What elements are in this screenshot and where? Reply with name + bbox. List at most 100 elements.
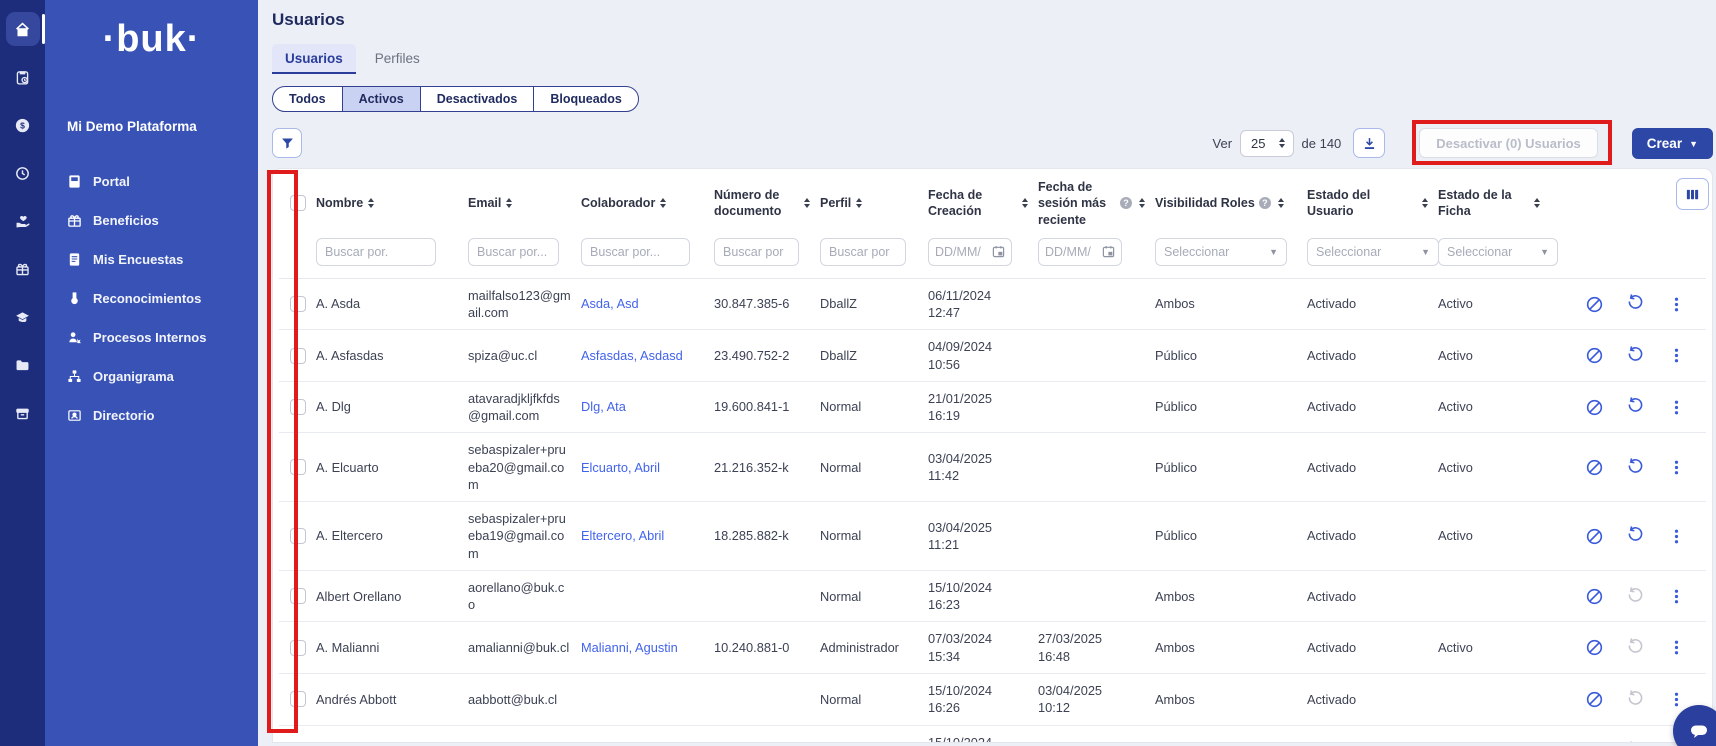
- block-user-icon[interactable]: [1585, 295, 1604, 314]
- reset-password-icon[interactable]: [1626, 456, 1645, 479]
- sidebar-item-beneficios[interactable]: Beneficios: [45, 201, 258, 240]
- row-menu-kebab-icon[interactable]: [1667, 458, 1686, 477]
- row-menu-kebab-icon[interactable]: [1667, 527, 1686, 546]
- reset-password-icon[interactable]: [1626, 524, 1645, 547]
- sidebar-item-mis-encuestas[interactable]: Mis Encuestas: [45, 240, 258, 279]
- sidebar-item-procesos-internos[interactable]: Procesos Internos: [45, 318, 258, 357]
- row-menu-kebab-icon[interactable]: [1667, 638, 1686, 657]
- sidebar-item-organigrama[interactable]: Organigrama: [45, 357, 258, 396]
- toolbar: Ver 25 de 140 Desactivar (0) Usuarios Cr…: [272, 127, 1713, 159]
- sort-icon[interactable]: [1534, 198, 1540, 208]
- page-size-select[interactable]: 25: [1240, 130, 1293, 157]
- search-email-input[interactable]: [468, 238, 559, 266]
- reset-password-icon[interactable]: [1626, 344, 1645, 367]
- reset-password-icon[interactable]: [1626, 585, 1645, 608]
- block-user-icon[interactable]: [1585, 527, 1604, 546]
- talent-hand-heart-icon[interactable]: [6, 204, 40, 238]
- block-user-icon[interactable]: [1585, 346, 1604, 365]
- row-checkbox[interactable]: [290, 588, 306, 604]
- visibilidad-select[interactable]: Seleccionar▼: [1155, 238, 1287, 266]
- col-header-colaborador: Colaborador: [581, 195, 655, 211]
- colaborador-link[interactable]: Elcuarto, Abril: [581, 460, 660, 475]
- tab-perfiles[interactable]: Perfiles: [362, 44, 433, 74]
- block-user-icon[interactable]: [1585, 638, 1604, 657]
- reset-password-icon[interactable]: [1626, 395, 1645, 418]
- sidebar-item-directorio[interactable]: Directorio: [45, 396, 258, 435]
- colaborador-link[interactable]: Dlg, Ata: [581, 399, 626, 414]
- reset-password-icon[interactable]: [1626, 292, 1645, 315]
- block-user-icon[interactable]: [1585, 690, 1604, 709]
- sort-icon[interactable]: [1139, 198, 1145, 208]
- search-perfil-input[interactable]: [820, 238, 906, 266]
- training-grad-cap-icon[interactable]: [6, 300, 40, 334]
- download-button[interactable]: [1353, 128, 1385, 158]
- colaborador-link[interactable]: Malianni, Agustin: [581, 640, 678, 655]
- block-user-icon[interactable]: [1585, 458, 1604, 477]
- colaborador-link[interactable]: Asfasdas, Asdasd: [581, 348, 683, 363]
- row-checkbox[interactable]: [290, 296, 306, 312]
- sort-icon[interactable]: [804, 198, 810, 208]
- row-checkbox[interactable]: [290, 528, 306, 544]
- filter-funnel-button[interactable]: [272, 128, 302, 158]
- time-clock-icon[interactable]: [6, 156, 40, 190]
- filter-desactivados[interactable]: Desactivados: [421, 87, 535, 111]
- info-icon[interactable]: ?: [1259, 197, 1271, 209]
- payments-icon[interactable]: $: [6, 108, 40, 142]
- row-menu-kebab-icon[interactable]: [1667, 346, 1686, 365]
- fecha-creacion-date-input[interactable]: DD/MM/: [928, 238, 1012, 266]
- files-folder-icon[interactable]: [6, 348, 40, 382]
- cell-estado-ficha: [1434, 570, 1546, 622]
- sort-icon[interactable]: [368, 198, 374, 208]
- block-user-icon[interactable]: [1585, 741, 1604, 743]
- estado-usuario-select[interactable]: Seleccionar▼: [1307, 238, 1439, 266]
- archive-box-icon[interactable]: [6, 396, 40, 430]
- sort-icon[interactable]: [506, 198, 512, 208]
- crear-button[interactable]: Crear▼: [1632, 128, 1713, 159]
- reset-password-icon[interactable]: [1626, 636, 1645, 659]
- search-documento-input[interactable]: [714, 238, 799, 266]
- block-user-icon[interactable]: [1585, 398, 1604, 417]
- cell-estado-ficha: Activo: [1434, 502, 1546, 571]
- fecha-sesion-date-input[interactable]: DD/MM/: [1038, 238, 1122, 266]
- estado-ficha-select[interactable]: Seleccionar▼: [1438, 238, 1558, 266]
- row-checkbox[interactable]: [290, 399, 306, 415]
- info-icon[interactable]: ?: [1120, 197, 1132, 209]
- select-all-checkbox[interactable]: [290, 195, 306, 211]
- column-settings-button[interactable]: [1676, 178, 1709, 210]
- row-checkbox[interactable]: [290, 459, 306, 475]
- cell-email: aorellano@buk.co: [464, 570, 577, 622]
- cell-email: sebaspizaler+prueba20@gmail.com: [464, 433, 577, 502]
- row-menu-kebab-icon[interactable]: [1667, 398, 1686, 417]
- cell-fecha-creacion-time: 12:47: [928, 304, 1028, 321]
- block-user-icon[interactable]: [1585, 587, 1604, 606]
- search-nombre-input[interactable]: [316, 238, 436, 266]
- home-icon[interactable]: [6, 12, 40, 46]
- tab-usuarios[interactable]: Usuarios: [272, 44, 356, 74]
- cell-documento: 30.847.385-6: [710, 278, 816, 330]
- cell-visibilidad: Ambos: [1151, 622, 1303, 674]
- sort-icon[interactable]: [1422, 198, 1428, 208]
- sidebar-item-reconocimientos[interactable]: Reconocimientos: [45, 279, 258, 318]
- colaborador-link[interactable]: Asda, Asd: [581, 296, 639, 311]
- sort-icon[interactable]: [1022, 198, 1028, 208]
- filter-todos[interactable]: Todos: [273, 87, 343, 111]
- row-checkbox[interactable]: [290, 691, 306, 707]
- sidebar-item-portal[interactable]: Portal: [45, 162, 258, 201]
- sort-icon[interactable]: [1278, 198, 1284, 208]
- sort-icon[interactable]: [856, 198, 862, 208]
- filter-bloqueados[interactable]: Bloqueados: [534, 87, 638, 111]
- row-menu-kebab-icon[interactable]: [1667, 295, 1686, 314]
- row-checkbox[interactable]: [290, 640, 306, 656]
- reset-password-icon[interactable]: [1626, 688, 1645, 711]
- row-checkbox[interactable]: [290, 348, 306, 364]
- sort-icon[interactable]: [660, 198, 666, 208]
- colaborador-link[interactable]: Eltercero, Abril: [581, 528, 664, 543]
- row-menu-kebab-icon[interactable]: [1667, 587, 1686, 606]
- clipboard-clock-icon[interactable]: [6, 60, 40, 94]
- row-menu-kebab-icon[interactable]: [1667, 690, 1686, 709]
- filter-activos[interactable]: Activos: [343, 87, 421, 111]
- search-colaborador-input[interactable]: [581, 238, 690, 266]
- reset-password-icon[interactable]: [1626, 739, 1645, 743]
- desactivar-usuarios-button[interactable]: Desactivar (0) Usuarios: [1419, 128, 1598, 158]
- benefits-box-icon[interactable]: [6, 252, 40, 286]
